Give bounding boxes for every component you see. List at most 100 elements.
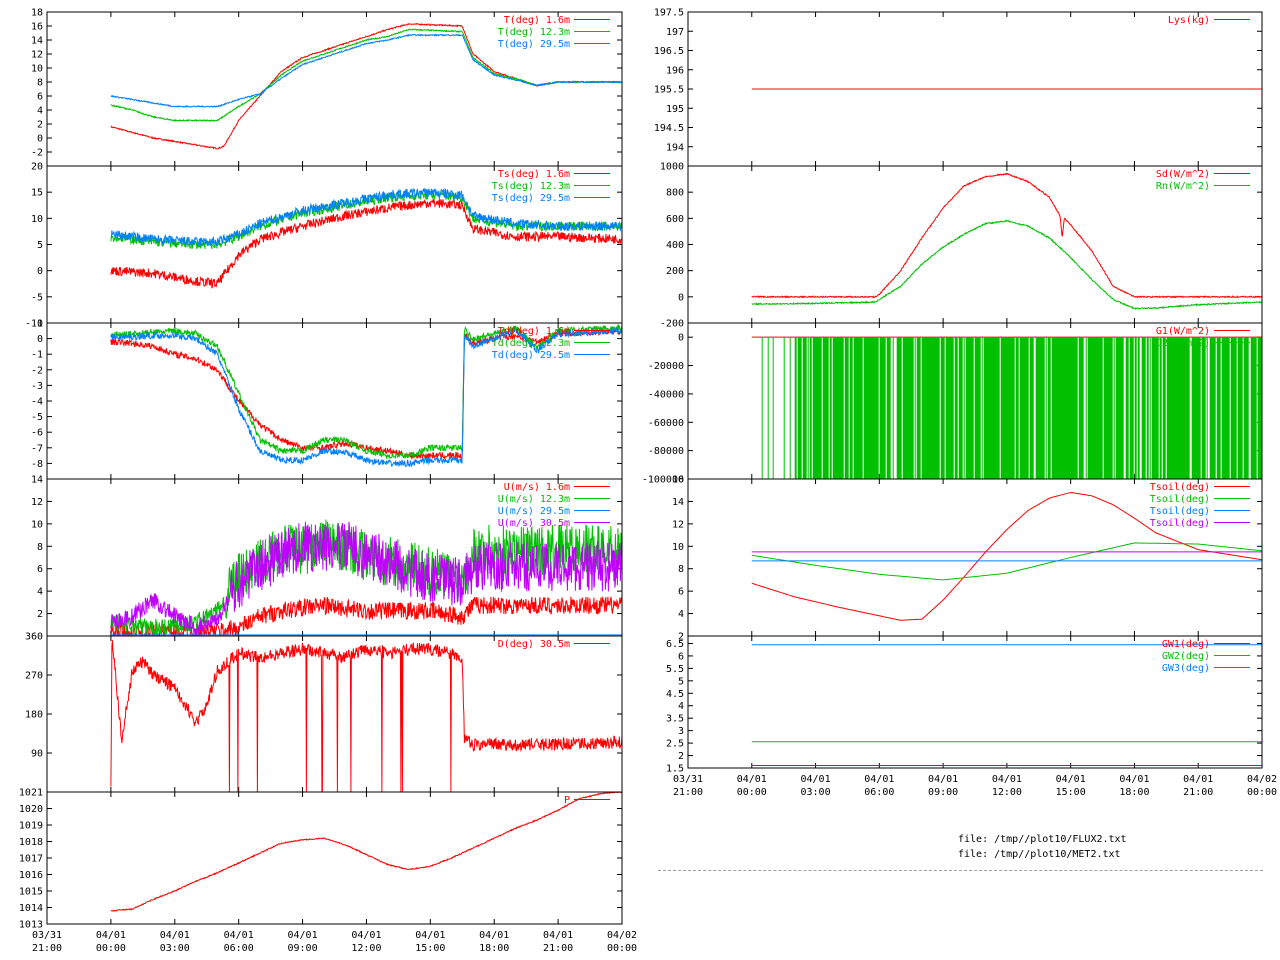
y-tick-label: 3.5	[666, 714, 684, 725]
y-tick-label: 0	[37, 266, 43, 277]
series-line	[110, 521, 622, 636]
y-tick-label: 14	[672, 497, 684, 508]
x-tick-time-label: 18:00	[1119, 787, 1149, 798]
x-tick-date-label: 04/02	[607, 930, 637, 941]
y-tick-label: 12	[31, 497, 43, 508]
y-tick-label: -2	[31, 365, 43, 376]
y-tick-label: 8	[37, 542, 43, 553]
y-tick-label: 12	[672, 519, 684, 530]
panel-plot-area	[110, 22, 622, 150]
y-tick-label: 2	[37, 120, 43, 131]
y-tick-label: 12	[31, 50, 43, 61]
x-tick-time-label: 00:00	[607, 943, 637, 954]
y-tick-label: 14	[31, 36, 43, 47]
legend-label: U(m/s) 1.6m	[504, 482, 570, 493]
y-tick-label: 6	[37, 92, 43, 103]
y-tick-label: 360	[25, 632, 43, 643]
x-tick-time-label: 06:00	[224, 943, 254, 954]
series-line	[110, 640, 622, 792]
x-tick-time-label: 00:00	[737, 787, 767, 798]
x-tick-time-label: 18:00	[479, 943, 509, 954]
x-tick-date-label: 04/01	[992, 774, 1022, 785]
x-tick-time-label: 21:00	[543, 943, 573, 954]
x-tick-time-label: 21:00	[1183, 787, 1213, 798]
footer-divider	[658, 870, 1263, 871]
panel-plot-area	[110, 187, 622, 289]
x-tick-date-label: 04/01	[160, 930, 190, 941]
y-tick-label: -80000	[648, 446, 684, 457]
y-tick-label: 8	[678, 564, 684, 575]
y-tick-label: 0	[678, 292, 684, 303]
y-tick-label: 2	[678, 751, 684, 762]
y-tick-label: 1020	[19, 804, 43, 815]
y-tick-label: 1014	[19, 903, 43, 914]
y-tick-label: 6	[678, 587, 684, 598]
x-tick-date-label: 04/01	[96, 930, 126, 941]
y-tick-label: 0	[37, 134, 43, 145]
chart-panel-ground-heat-flux: -100000 -80000 -60000 -40000 -20000 0 G1(W/m^2…	[642, 322, 1263, 486]
panel-plot-area	[110, 792, 622, 912]
x-tick-time-label: 00:00	[1247, 787, 1277, 798]
x-tick-date-label: 04/01	[1056, 774, 1086, 785]
y-tick-label: 600	[666, 214, 684, 225]
y-tick-label: 1018	[19, 837, 43, 848]
y-tick-label: 18	[31, 8, 43, 19]
y-tick-label: 196.5	[654, 46, 684, 57]
y-tick-label: 1021	[19, 788, 43, 799]
legend-label: P	[564, 795, 570, 806]
panel-plot-area	[751, 644, 1262, 766]
series-line	[110, 326, 622, 468]
legend-label: GW1(deg)	[1162, 639, 1210, 650]
y-tick-label: 1016	[19, 870, 43, 881]
y-tick-label: 197	[666, 27, 684, 38]
y-tick-label: 200	[666, 266, 684, 277]
panel-frame	[46, 791, 623, 925]
y-tick-label: -100000	[642, 475, 684, 486]
y-tick-label: 0	[678, 333, 684, 344]
y-tick-label: 270	[25, 671, 43, 682]
y-tick-label: 3	[678, 726, 684, 737]
series-line	[110, 187, 622, 247]
x-tick-date-label: 03/31	[32, 930, 62, 941]
legend-label: Tsoil(deg)	[1150, 482, 1210, 493]
y-tick-label: 196	[666, 65, 684, 76]
panel-frame	[46, 635, 623, 793]
legend-label: Tsoil(deg)	[1150, 506, 1210, 517]
y-tick-label: 20	[31, 162, 43, 173]
series-line	[110, 792, 622, 912]
x-tick-date-label: 03/31	[673, 774, 703, 785]
legend-label: U(m/s) 12.3m	[498, 494, 570, 505]
y-tick-label: -10	[25, 319, 43, 330]
x-tick-date-label: 04/01	[1119, 774, 1149, 785]
y-tick-label: 10	[31, 519, 43, 530]
x-axis-labels-right: 03/31 21:00 04/01 00:00 04/01 03:00 04/01 06:00…	[673, 774, 1277, 798]
series-line	[110, 33, 622, 109]
y-tick-label: 90	[31, 749, 43, 760]
series-line	[110, 324, 622, 460]
y-tick-label: -200	[660, 319, 684, 330]
x-tick-time-label: 21:00	[32, 943, 62, 954]
x-tick-date-label: 04/01	[543, 930, 573, 941]
panel-plot-area	[751, 172, 1262, 310]
y-tick-label: 800	[666, 188, 684, 199]
y-tick-label: -6	[31, 428, 43, 439]
x-tick-time-label: 03:00	[801, 787, 831, 798]
y-tick-label: 194	[666, 142, 684, 153]
legend-label: GW2(deg)	[1162, 651, 1210, 662]
y-tick-label: 2	[678, 632, 684, 643]
x-tick-date-label: 04/01	[415, 930, 445, 941]
x-tick-time-label: 06:00	[864, 787, 894, 798]
legend-label: Tsoil(deg)	[1150, 494, 1210, 505]
chart-panel-wind-direction: 90 180 270 360 D(deg) 30.5m	[25, 632, 623, 793]
y-tick-label: 4	[37, 106, 43, 117]
legend-label: Ts(deg) 1.6m	[498, 169, 570, 180]
y-tick-label: 2	[37, 609, 43, 620]
x-tick-date-label: 04/01	[928, 774, 958, 785]
x-axis-labels-left: 03/31 21:00 04/01 00:00 04/01 03:00 04/01 06:00…	[32, 930, 637, 954]
series-line	[110, 198, 622, 289]
y-tick-label: -5	[31, 412, 43, 423]
series-bars	[761, 337, 1262, 479]
